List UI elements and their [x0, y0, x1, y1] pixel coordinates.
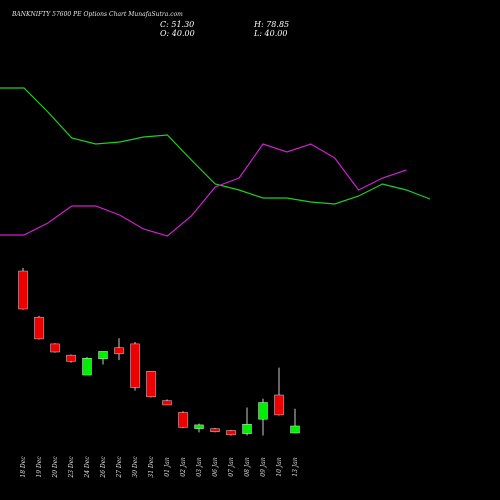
candle [242, 424, 252, 434]
candle [130, 343, 140, 388]
x-tick-label: 13 Jan [292, 457, 299, 477]
candle [66, 354, 76, 362]
overlay-line-2 [0, 143, 407, 237]
x-tick-label: 19 Dec [36, 456, 43, 478]
candle [290, 425, 300, 434]
x-tick-label: 06 Jan [212, 457, 219, 477]
candle [18, 270, 28, 310]
x-tick-label: 31 Dec [148, 456, 155, 478]
candle [50, 343, 60, 353]
overlay-line-1 [0, 87, 431, 205]
x-tick-label: 09 Jan [260, 457, 267, 477]
x-tick-label: 03 Jan [196, 457, 203, 477]
x-tick-label: 23 Dec [68, 456, 75, 479]
candle [210, 428, 220, 432]
x-tick-label: 01 Jan [164, 457, 171, 477]
candle [82, 358, 92, 376]
candle [98, 351, 108, 360]
candle [146, 371, 156, 398]
x-tick-label: 07 Jan [228, 457, 235, 477]
x-tick-label: 30 Dec [132, 456, 139, 478]
x-tick-label: 24 Dec [84, 456, 91, 479]
candle [114, 347, 124, 355]
close-value: C: 51.30 [160, 20, 195, 29]
x-tick-label: 20 Dec [52, 456, 59, 479]
x-tick-label: 27 Dec [116, 456, 123, 479]
candle [274, 394, 284, 416]
candle [178, 412, 188, 428]
candle [226, 430, 236, 436]
candle [194, 424, 204, 429]
x-tick-label: 08 Jan [244, 457, 251, 477]
low-value: L: 40.00 [254, 29, 288, 38]
x-tick-label: 18 Dec [20, 456, 27, 478]
x-tick-label: 02 Jan [180, 457, 187, 477]
open-value: O: 40.00 [160, 29, 195, 38]
x-tick-label: 10 Jan [276, 457, 283, 477]
candle [34, 316, 44, 340]
candle [162, 400, 172, 406]
x-tick-label: 26 Dec [100, 456, 107, 479]
high-value: H: 78.85 [254, 20, 290, 29]
chart-title: BANKNIFTY 57600 PE Options Chart MunafaS… [12, 11, 183, 18]
candle [258, 402, 268, 420]
